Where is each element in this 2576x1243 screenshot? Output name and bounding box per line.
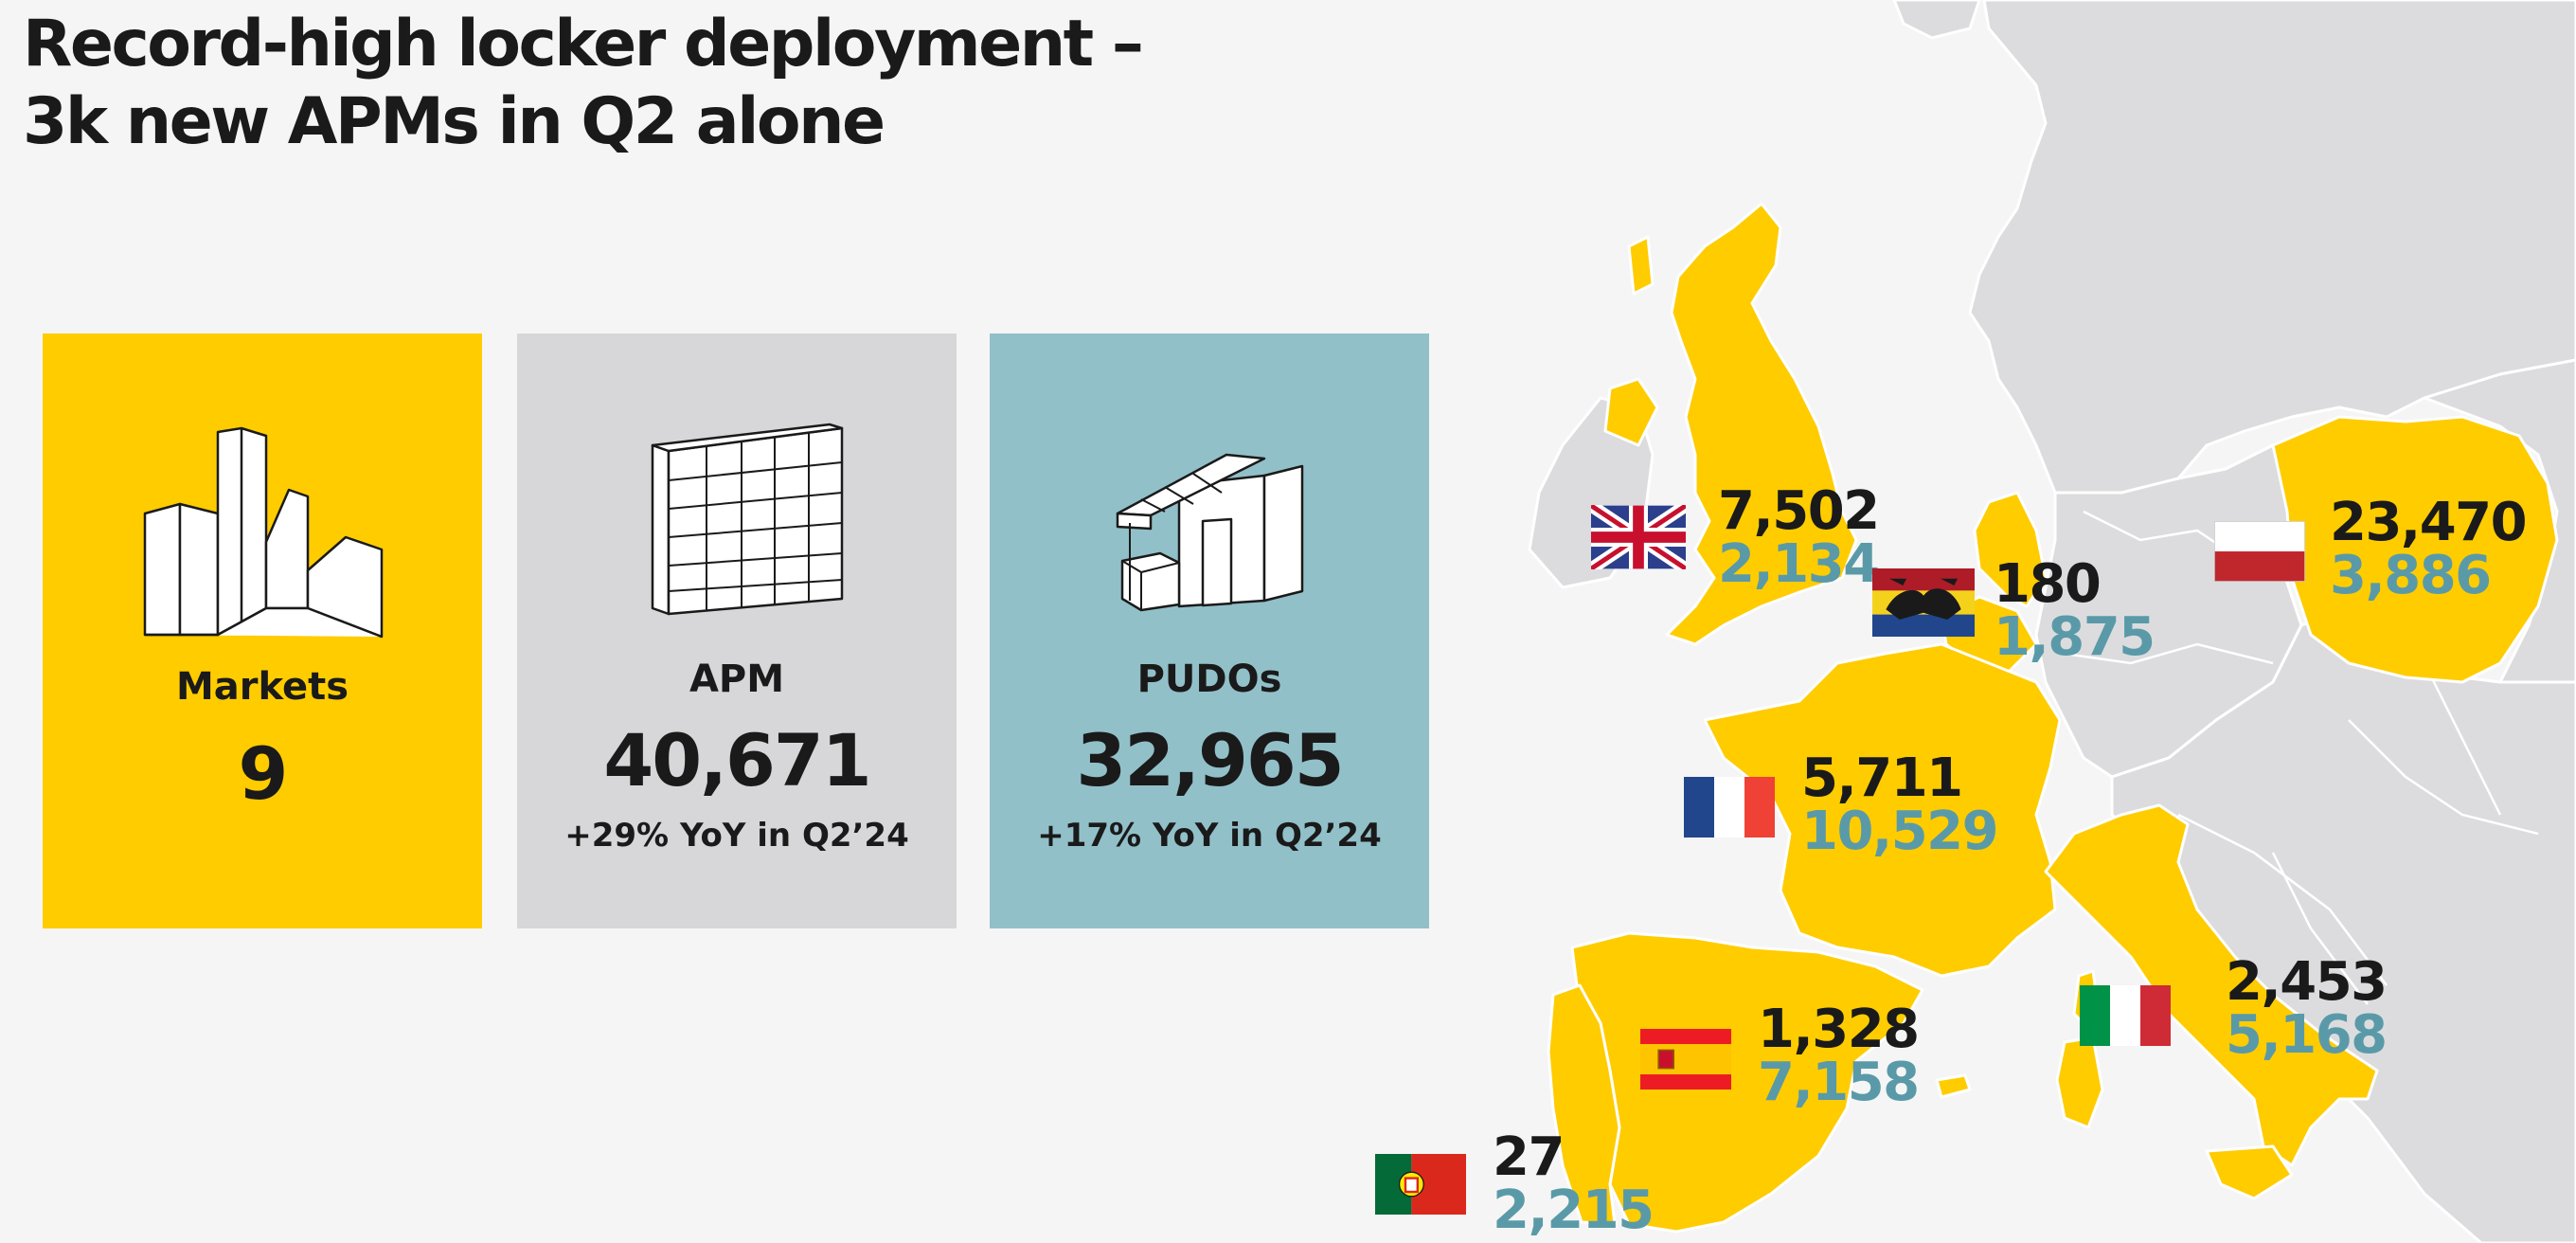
apm-label: APM	[689, 658, 785, 701]
portugal-apm-value: 27	[1493, 1126, 1565, 1188]
parcel-locker-icon	[651, 423, 844, 616]
apm-value: 40,671	[603, 718, 871, 802]
sardinia-land	[2055, 1036, 2104, 1129]
buildings-icon	[143, 426, 384, 639]
portugal-land	[1547, 983, 1621, 1226]
poland-apm-value: 23,470	[2330, 492, 2528, 553]
france-flag-icon	[1684, 777, 1775, 838]
apm-card: APM 40,671 +29% YoY in Q2’24	[517, 333, 957, 928]
markets-value: 9	[238, 731, 289, 816]
iceland-fragment	[1892, 0, 1981, 40]
benelux-pudo-value: 1,875	[1994, 606, 2156, 668]
page-title: Record-high locker deployment – 3k new A…	[23, 6, 1144, 161]
italy-land	[2044, 803, 2379, 1167]
netherlands-land	[1973, 491, 2048, 608]
spain-flag-icon	[1640, 1029, 1731, 1090]
uk-apm-value: 7,502	[1718, 480, 1880, 542]
markets-card: Markets 9	[43, 333, 482, 928]
france-apm-value: 5,711	[1801, 748, 1963, 809]
pudo-value: 32,965	[1076, 718, 1344, 802]
poland-flag-icon	[2214, 521, 2305, 582]
uk-flag-icon	[1591, 505, 1686, 569]
apm-growth: +29% YoY in Q2’24	[564, 817, 909, 855]
france-pudo-value: 10,529	[1801, 801, 1999, 862]
italy-flag-icon	[2080, 985, 2171, 1046]
spain-apm-value: 1,328	[1758, 999, 1920, 1060]
italy-apm-value: 2,453	[2226, 951, 2388, 1013]
france-land	[1703, 642, 2062, 978]
sicily-land	[2205, 1144, 2294, 1200]
markets-label: Markets	[175, 665, 349, 709]
pudo-growth: +17% YoY in Q2’24	[1037, 817, 1382, 855]
spain-pudo-value: 7,158	[1758, 1052, 1920, 1113]
poland-pudo-value: 3,886	[2330, 545, 2492, 606]
uk-land	[1665, 202, 1858, 646]
pudo-label: PUDOs	[1136, 658, 1282, 701]
portugal-flag-icon	[1375, 1154, 1466, 1215]
portugal-pudo-value: 2,215	[1493, 1180, 1655, 1241]
uk-pudo-value: 2,134	[1718, 533, 1880, 595]
benelux-apm-value: 180	[1994, 553, 2102, 615]
balearic-land	[1935, 1073, 1972, 1099]
title-line-1: Record-high locker deployment –	[23, 7, 1144, 81]
poland-land	[2271, 415, 2559, 684]
northern-ireland-land	[1603, 377, 1659, 447]
shop-icon	[1116, 453, 1304, 612]
italy-pudo-value: 5,168	[2226, 1004, 2388, 1066]
title-line-2: 3k new APMs in Q2 alone	[23, 84, 886, 159]
pudo-card: PUDOs 32,965 +17% YoY in Q2’24	[990, 333, 1429, 928]
benelux-flag-icon	[1872, 568, 1975, 637]
scotland-islands	[1627, 235, 1655, 296]
